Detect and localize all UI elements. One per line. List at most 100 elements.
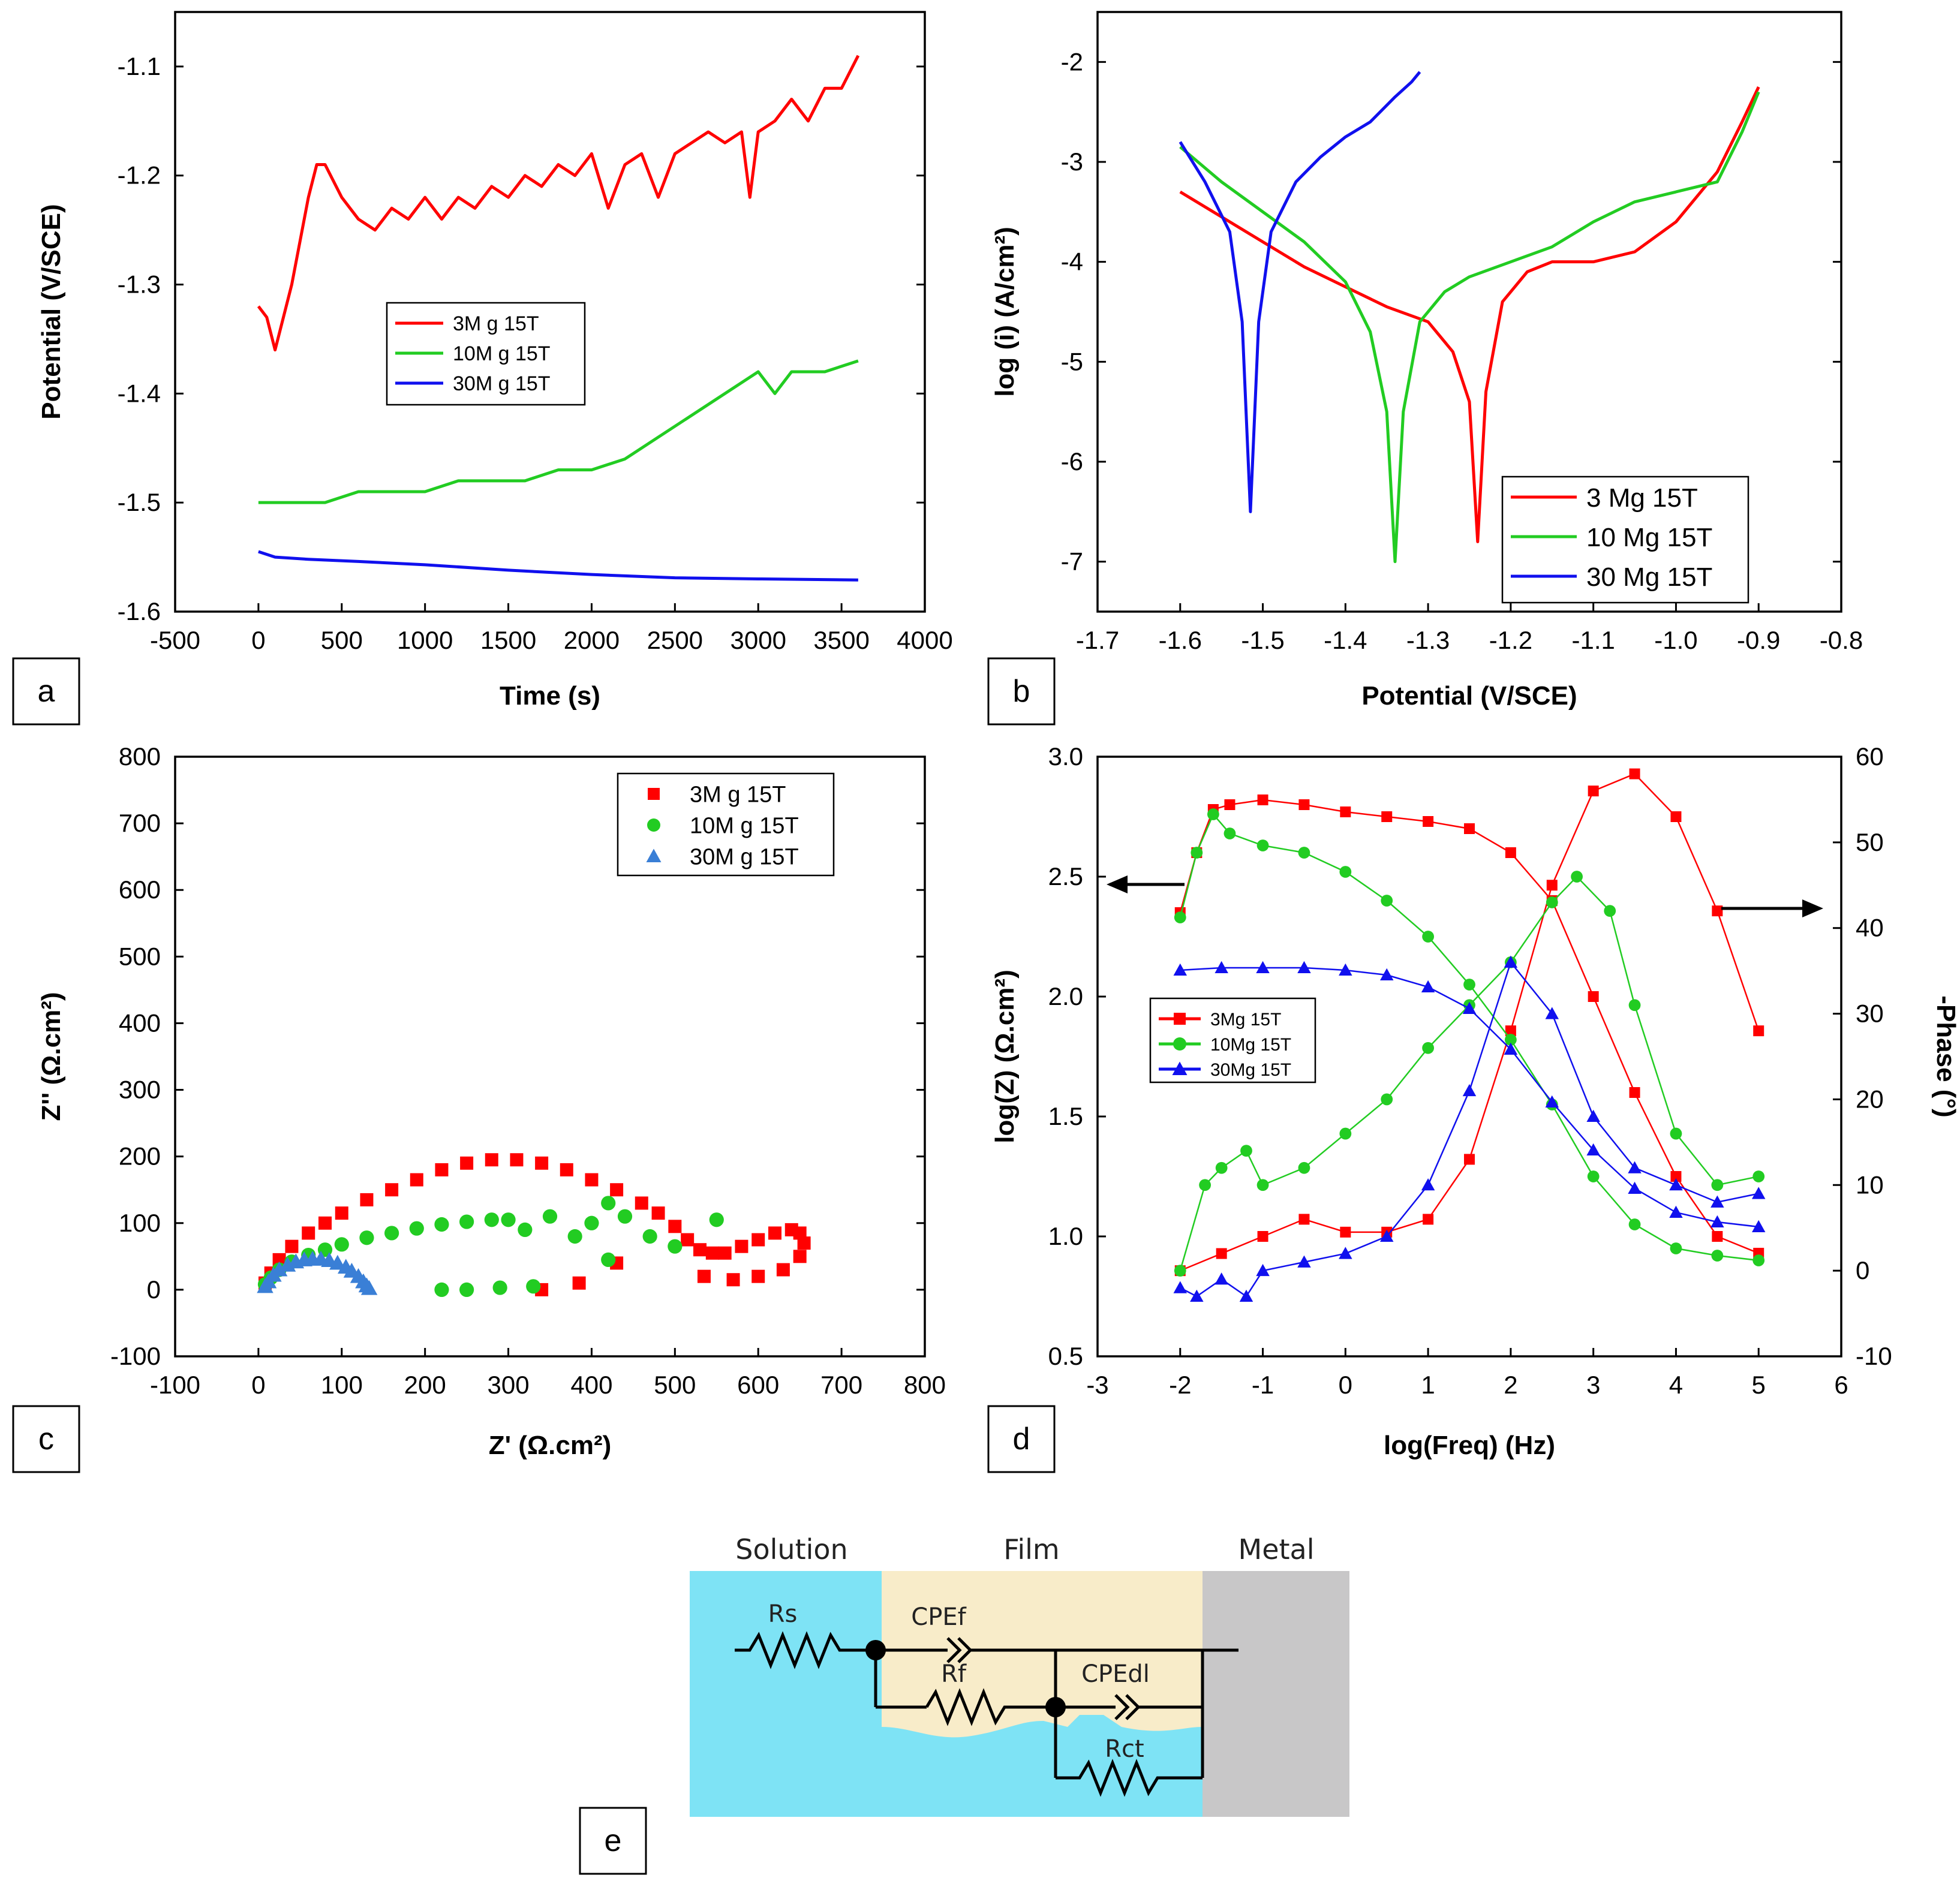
y-tick-label: -1.1 bbox=[118, 52, 161, 80]
y-axis-title-b: log (i) (A/cm²) bbox=[990, 227, 1020, 397]
x-tick-label: -500 bbox=[150, 626, 200, 654]
data-point bbox=[409, 1221, 424, 1236]
x-tick-label: 3 bbox=[1586, 1371, 1600, 1399]
rf-resistor bbox=[925, 1688, 1056, 1726]
chart-panel-d: -3 -2 -1 0 1 2 3 4 5 6 0.51.01.52.02.53.0 -100102… bbox=[990, 742, 1960, 1460]
data-point bbox=[1712, 905, 1723, 917]
x-tick-label: -100 bbox=[150, 1371, 200, 1399]
y-tick-label: 0.5 bbox=[1048, 1342, 1083, 1370]
x-tick-label: -1.4 bbox=[1324, 626, 1367, 654]
data-point bbox=[610, 1183, 624, 1197]
data-point bbox=[1379, 1229, 1394, 1242]
y-tick-label: -1.5 bbox=[118, 488, 161, 516]
plot-area-d bbox=[1096, 756, 1842, 1358]
data-point bbox=[1239, 1289, 1253, 1302]
data-point bbox=[1751, 1220, 1766, 1232]
svg-text:d: d bbox=[1013, 1422, 1030, 1456]
data-point bbox=[360, 1280, 378, 1295]
data-point bbox=[668, 1220, 682, 1233]
legend-label: 30M g 15T bbox=[690, 845, 799, 870]
series-line-0 bbox=[1179, 86, 1760, 543]
data-point bbox=[1670, 1127, 1682, 1140]
data-point bbox=[1670, 1242, 1682, 1254]
data-point bbox=[584, 1215, 599, 1230]
data-point bbox=[776, 1263, 790, 1277]
svg-text:a: a bbox=[38, 674, 55, 709]
legend-label: 3M g 15T bbox=[690, 783, 786, 808]
y-axis-right-d: -10 0 10 20 30 40 50 60 bbox=[1833, 742, 1892, 1370]
y-right-tick-label: 50 bbox=[1856, 828, 1884, 856]
data-point bbox=[1669, 1205, 1683, 1218]
legend-d: 3Mg 15T 10Mg 15T 30Mg 15T bbox=[1149, 997, 1316, 1084]
data-point bbox=[709, 1212, 724, 1227]
cpe-f-label: CPEf bbox=[911, 1603, 966, 1631]
data-point bbox=[1256, 1179, 1269, 1191]
data-point bbox=[1339, 963, 1352, 976]
legend-label: 10M g 15T bbox=[690, 814, 799, 839]
data-point bbox=[1669, 1178, 1683, 1191]
data-point bbox=[459, 1214, 474, 1229]
x-axis-c: -100 0 100 200 300 400 500 600 700 800 bbox=[150, 1348, 946, 1399]
y-tick-label: 400 bbox=[119, 1009, 161, 1037]
data-point bbox=[1199, 1179, 1212, 1191]
data-point bbox=[1422, 931, 1435, 943]
data-point bbox=[1174, 1265, 1186, 1277]
data-point bbox=[1298, 847, 1310, 859]
data-point bbox=[651, 1206, 665, 1220]
y-axis-c: -100 0 100 200 300 400 500 600 700 800 bbox=[110, 742, 925, 1370]
data-point bbox=[705, 1246, 719, 1260]
y-tick-label: 2.5 bbox=[1048, 862, 1083, 890]
y-tick-label: 0 bbox=[147, 1275, 161, 1304]
y-axis-right-title-d: -Phase (°) bbox=[1931, 995, 1960, 1117]
legend-marker bbox=[1174, 1013, 1186, 1025]
y-tick-label: -1.2 bbox=[118, 161, 161, 189]
panel-label-d: d bbox=[987, 1405, 1056, 1473]
x-tick-label: 400 bbox=[570, 1371, 612, 1399]
cpe-dl-icon bbox=[1114, 1694, 1130, 1720]
data-point bbox=[572, 1276, 586, 1290]
data-point bbox=[1670, 1171, 1682, 1182]
rct-resistor bbox=[1056, 1759, 1203, 1797]
legend-label: 10M g 15T bbox=[453, 342, 551, 365]
x-axis-title-b: Potential (V/SCE) bbox=[1361, 681, 1577, 711]
legend-item: 10Mg 15T bbox=[1159, 1035, 1291, 1055]
data-point bbox=[1712, 1231, 1723, 1242]
x-tick-label: -2 bbox=[1169, 1371, 1191, 1399]
plot-area-b bbox=[1096, 11, 1842, 613]
data-point bbox=[1422, 1042, 1435, 1054]
data-point bbox=[1174, 911, 1186, 923]
data-point bbox=[1571, 871, 1583, 883]
x-tick-label: -1 bbox=[1252, 1371, 1274, 1399]
x-tick-label: 0 bbox=[251, 626, 265, 654]
x-tick-label: -1.0 bbox=[1654, 626, 1697, 654]
y-tick-label: -7 bbox=[1061, 547, 1083, 576]
data-point bbox=[1628, 999, 1641, 1012]
data-point bbox=[642, 1229, 657, 1244]
data-point bbox=[1298, 1161, 1310, 1174]
legend-b: 3 Mg 15T 10 Mg 15T 30 Mg 15T bbox=[1501, 475, 1749, 604]
legend-item: 3M g 15T bbox=[395, 312, 539, 335]
panel-label-c: c bbox=[12, 1405, 80, 1473]
y-tick-label: -2 bbox=[1061, 47, 1083, 76]
data-point bbox=[1464, 1154, 1475, 1165]
data-point bbox=[460, 1156, 474, 1170]
data-point bbox=[601, 1196, 616, 1211]
data-point bbox=[617, 1209, 633, 1224]
node-2-icon bbox=[1045, 1697, 1066, 1717]
legend-item: 3M g 15T bbox=[648, 783, 786, 808]
data-point bbox=[1586, 1143, 1600, 1155]
series-group-c bbox=[257, 1153, 811, 1297]
y-right-tick-label: 0 bbox=[1856, 1256, 1869, 1284]
data-point bbox=[1340, 1226, 1351, 1238]
data-point bbox=[1629, 768, 1640, 780]
data-point bbox=[384, 1226, 399, 1241]
data-point bbox=[542, 1209, 558, 1224]
data-point bbox=[410, 1173, 423, 1187]
legend-marker bbox=[647, 818, 660, 832]
data-point bbox=[1670, 811, 1682, 822]
legend-label: 10 Mg 15T bbox=[1586, 523, 1712, 552]
legend-label: 3M g 15T bbox=[453, 312, 539, 335]
y-right-tick-label: 20 bbox=[1856, 1085, 1884, 1113]
metal-region bbox=[1203, 1571, 1349, 1817]
data-point bbox=[560, 1163, 573, 1176]
